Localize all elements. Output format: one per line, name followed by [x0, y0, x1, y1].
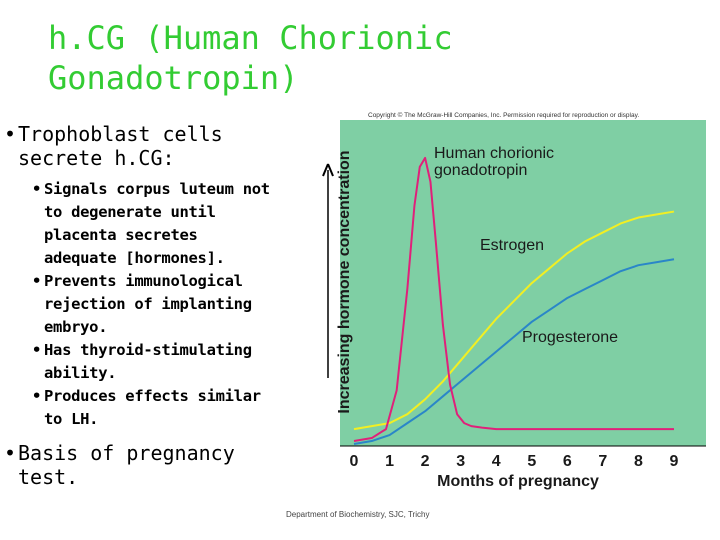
copyright-notice: Copyright © The McGraw-Hill Companies, I…: [368, 112, 640, 119]
bullet-dot: •: [4, 122, 17, 146]
x-tick-label: 3: [456, 453, 465, 470]
x-tick-layer: 0 1 2 3 4 5 6 7 8 9: [350, 453, 679, 470]
x-tick-label: 1: [385, 453, 394, 470]
series-label-line: gonadotropin: [434, 162, 527, 179]
bullet-pregnancy-test: • Basis of pregnancy test.: [4, 441, 309, 489]
series-line-2: [353, 258, 675, 445]
title-line-1: h.CG (Human Chorionic: [48, 19, 453, 57]
y-axis-label: Increasing hormone concentration: [336, 150, 353, 413]
series-layer: [353, 156, 675, 445]
series-label-2: Progesterone: [522, 329, 618, 346]
bullet-line: Has thyroid-stimulating: [44, 341, 252, 359]
y-axis-arrow: [322, 163, 329, 177]
x-tick-label: 2: [421, 453, 430, 470]
series-label-layer: Human chorionic gonadotropin Estrogen Proge…: [434, 145, 618, 346]
x-tick-label: 8: [634, 453, 643, 470]
subbullet-signals: • Signals corpus luteum not to degenerat…: [32, 178, 309, 270]
hormone-chart: Human chorionic gonadotropin Estrogen Proge…: [318, 108, 714, 500]
x-tick-label: 9: [670, 453, 679, 470]
hormone-chart-svg: Human chorionic gonadotropin Estrogen Proge…: [322, 120, 706, 490]
series-line-0: [353, 156, 674, 443]
bullet-line: to LH.: [44, 410, 99, 428]
bullet-line: ability.: [44, 364, 117, 382]
y-axis-arrow: [327, 163, 334, 177]
bullet-list: • Trophoblast cells secrete h.CG: • Sign…: [4, 122, 309, 489]
subbullet-lh: • Produces effects similar to LH.: [32, 385, 309, 431]
subbullet-prevents: • Prevents immunological rejection of im…: [32, 270, 309, 339]
bullet-dot: •: [32, 341, 42, 359]
bullet-dot: •: [32, 272, 42, 290]
series-label-line: Estrogen: [480, 237, 544, 254]
plot-background: [340, 120, 706, 446]
bullet-dot: •: [4, 441, 17, 465]
bullet-dot: •: [32, 180, 42, 198]
series-label-line: Progesterone: [522, 329, 618, 346]
bullet-line: Produces effects similar: [44, 387, 261, 405]
bullet-line: Trophoblast cells: [18, 122, 223, 146]
x-tick-label: 7: [598, 453, 607, 470]
title-line-2: Gonadotropin): [48, 59, 299, 97]
bullet-trophoblast: • Trophoblast cells secrete h.CG:: [4, 122, 309, 170]
series-label-line: Human chorionic: [434, 145, 554, 162]
x-tick-label: 5: [527, 453, 536, 470]
x-tick-label: 4: [492, 453, 501, 470]
footer-credit: Department of Biochemistry, SJC, Trichy: [286, 510, 430, 519]
bullet-dot: •: [32, 387, 42, 405]
bullet-line: placenta secretes: [44, 226, 198, 244]
bullet-line: adequate [hormones].: [44, 249, 225, 267]
x-axis-label: Months of pregnancy: [437, 473, 599, 490]
bullet-line: Basis of pregnancy: [18, 441, 235, 465]
series-line-1: [353, 210, 675, 431]
bullet-line: rejection of implanting: [44, 295, 252, 313]
bullet-line: Prevents immunological: [44, 272, 243, 290]
bullet-line: Signals corpus luteum not: [44, 180, 270, 198]
series-label-1: Estrogen: [480, 237, 544, 254]
bullet-line: to degenerate until: [44, 203, 216, 221]
x-tick-label: 6: [563, 453, 572, 470]
bullet-line: embryo.: [44, 318, 108, 336]
page-title: h.CG (Human Chorionic Gonadotropin): [48, 18, 468, 98]
bullet-line: test.: [18, 465, 79, 489]
series-label-0: Human chorionic gonadotropin: [434, 145, 554, 179]
bullet-line: secrete h.CG:: [18, 146, 175, 170]
subbullet-thyroid: • Has thyroid-stimulating ability.: [32, 339, 309, 385]
x-tick-label: 0: [350, 453, 359, 470]
